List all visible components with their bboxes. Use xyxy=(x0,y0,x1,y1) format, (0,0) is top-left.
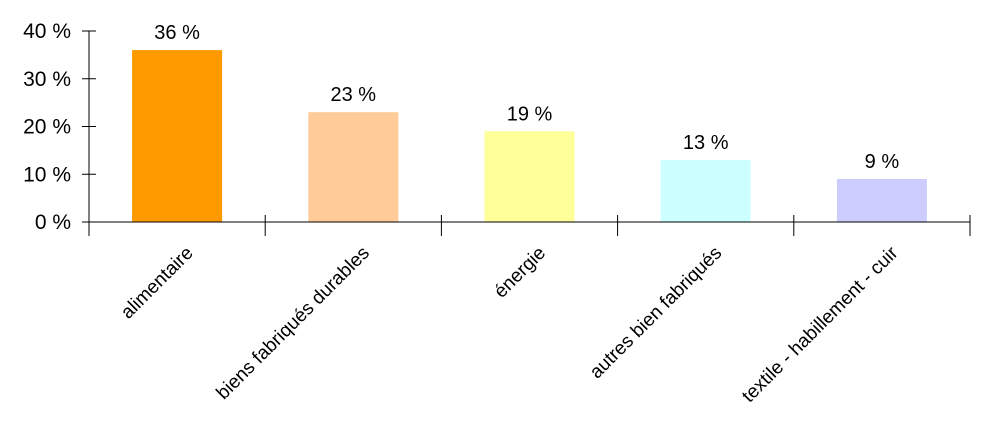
y-tick-label: 20 % xyxy=(23,116,71,139)
bar xyxy=(132,50,223,222)
bars xyxy=(132,50,927,222)
y-axis: 0 % 10 % 20 % 30 % 40 % xyxy=(23,20,96,236)
bar xyxy=(836,179,927,222)
category-label: autres bien fabriqués xyxy=(586,243,726,383)
data-label: 19 % xyxy=(507,103,553,125)
data-labels: 36 % 23 % 19 % 13 % 9 % xyxy=(154,22,899,173)
category-label: énergie xyxy=(490,243,550,303)
y-tick-label: 30 % xyxy=(23,68,71,91)
category-label: biens fabriqués durables xyxy=(213,243,374,404)
data-label: 36 % xyxy=(154,22,200,44)
data-label: 23 % xyxy=(331,84,377,106)
y-tick-label: 10 % xyxy=(23,163,71,186)
bar xyxy=(484,131,575,222)
y-tick-label: 40 % xyxy=(23,20,71,43)
bar xyxy=(308,112,399,222)
data-label: 13 % xyxy=(683,132,729,154)
x-axis xyxy=(88,215,971,236)
bar xyxy=(660,159,751,222)
category-label: textile - habillement - cuir xyxy=(738,242,903,407)
data-label: 9 % xyxy=(865,151,900,173)
category-label: alimentaire xyxy=(117,243,198,324)
y-tick-label: 0 % xyxy=(35,211,71,234)
category-labels: alimentaire biens fabriqués durables énerg… xyxy=(117,242,903,407)
